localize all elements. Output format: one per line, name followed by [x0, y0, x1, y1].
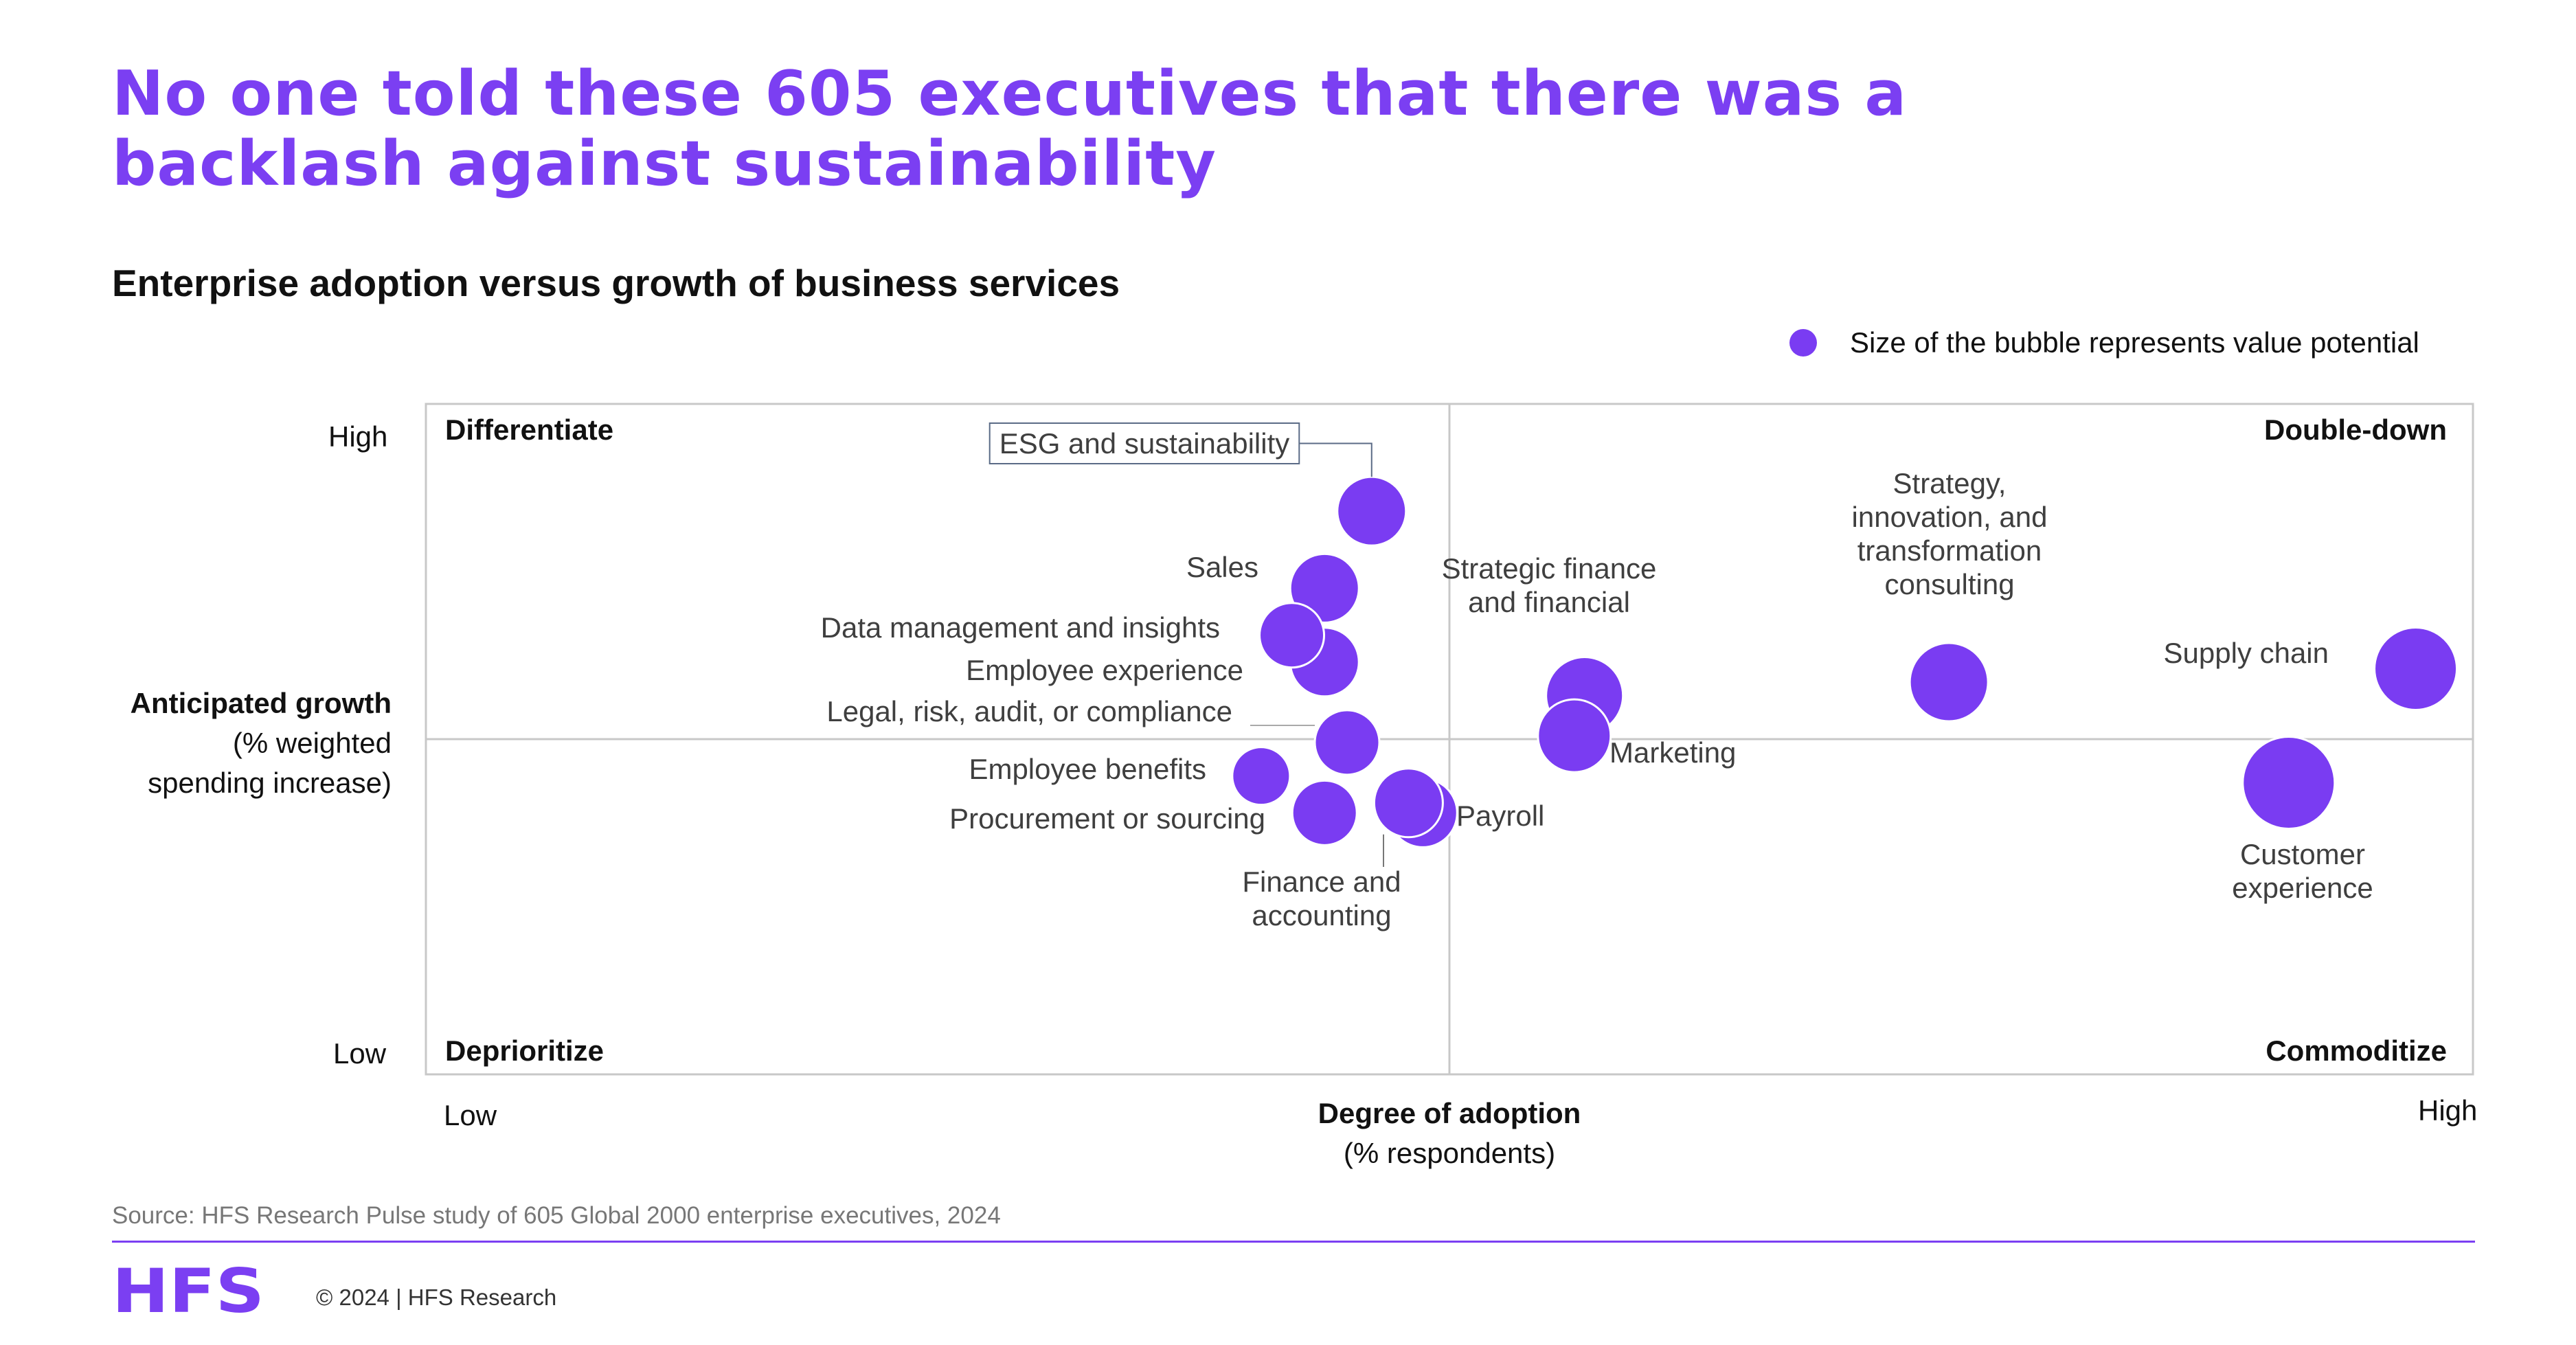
quadrant-label-commoditize: Commoditize [2266, 1035, 2447, 1067]
bubble-label-employee-experience: Employee experience [966, 654, 1243, 686]
bubble-sales [1289, 552, 1360, 624]
x-axis-low-label: Low [444, 1099, 497, 1131]
esg-leader-line [1299, 442, 1372, 477]
bubble-data-management-and-insights [1258, 602, 1326, 669]
bubble-label-payroll: Payroll [1456, 800, 1544, 832]
legend-label: Size of the bubble represents value pote… [1850, 326, 2419, 359]
bubble-label-procurement-or-sourcing: Procurement or sourcing [949, 802, 1265, 835]
y-axis-title-main: Anticipated growth [130, 687, 392, 719]
bubble-strategy-innovation-and-transformation-consulting [1908, 642, 1989, 723]
chart-subtitle: Enterprise adoption versus growth of bus… [112, 262, 1120, 304]
title-line-1: No one told these 605 executives that th… [112, 58, 1908, 130]
bubble-supply-chain [2373, 626, 2459, 712]
bubble-legal-risk-audit-or-compliance [1313, 709, 1381, 776]
y-axis-high-label: High [328, 420, 388, 453]
quadrant-label-double-down: Double-down [2264, 414, 2447, 446]
y-axis-title-line2: (% weighted [232, 727, 392, 759]
bubble-label-supply-chain: Supply chain [2164, 637, 2329, 669]
source-note: Source: HFS Research Pulse study of 605 … [112, 1202, 1001, 1229]
bubble-finance-and-accounting [1372, 767, 1444, 839]
x-axis-title-line2: (% respondents) [1343, 1137, 1556, 1169]
legend-bubble-icon [1789, 329, 1817, 357]
bubble-label-data-management-and-insights: Data management and insights [821, 611, 1220, 644]
copyright: © 2024 | HFS Research [316, 1285, 557, 1310]
bubble-employee-benefits [1231, 746, 1291, 806]
hfs-logo-text: HFS [112, 1263, 264, 1318]
x-axis-title-main: Degree of adoption [1318, 1097, 1581, 1129]
hfs-logo: HFS [112, 1263, 264, 1318]
chart-legend: Size of the bubble represents value pote… [1789, 325, 2419, 361]
quadrant-label-differentiate: Differentiate [445, 414, 613, 446]
bubble-label-esg-and-sustainability: ESG and sustainability [999, 427, 1290, 460]
y-axis-low-label: Low [333, 1037, 387, 1070]
bubble-label-customer-experience: Customer experience [2232, 838, 2373, 904]
bubble-esg-and-sustainability [1336, 475, 1408, 547]
bubble-label-finance-and-accounting: Finance and accounting [1242, 866, 1401, 931]
bubble-customer-experience [2241, 735, 2336, 830]
bubble-marketing [1537, 698, 1612, 773]
page-title: No one told these 605 executives that th… [112, 59, 2379, 199]
footer-divider [112, 1241, 2475, 1243]
quadrant-label-deprioritize: Deprioritize [445, 1035, 604, 1067]
bubble-label-marketing: Marketing [1609, 736, 1736, 769]
x-axis-high-label: High [2418, 1094, 2478, 1127]
bubble-label-legal-risk-audit-or-compliance: Legal, risk, audit, or compliance [826, 695, 1232, 727]
y-axis-title: Anticipated growth (% weighted spending … [69, 683, 392, 803]
bubble-label-strategic-finance-and-financial: Strategic finance and financial [1442, 552, 1657, 618]
y-axis-title-line3: spending increase) [148, 767, 392, 799]
bubble-label-employee-benefits: Employee benefits [969, 753, 1206, 785]
bubble-procurement-or-sourcing [1291, 779, 1358, 846]
bubble-label-sales: Sales [1186, 551, 1258, 583]
x-axis-title: Degree of adoption (% respondents) [1243, 1094, 1656, 1173]
bubble-label-strategy-innovation-and-transformation-consulting: Strategy, innovation, and transformation co… [1852, 467, 2048, 600]
title-line-2: backlash against sustainability [112, 128, 1217, 200]
